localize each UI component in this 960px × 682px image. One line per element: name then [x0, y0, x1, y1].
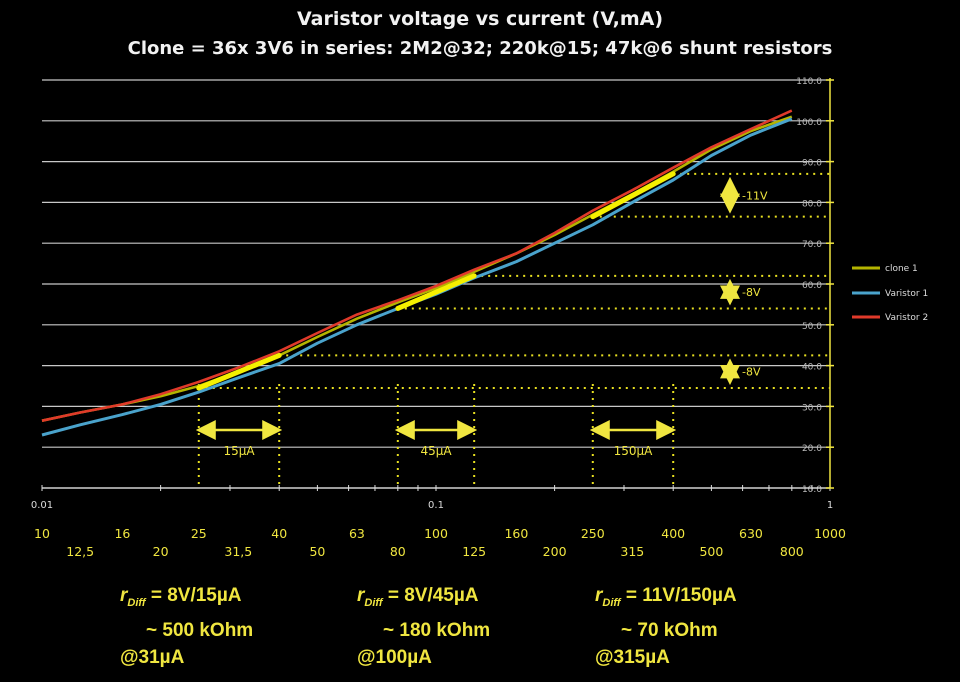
ua-tick-label: 50 [309, 544, 325, 559]
current-span-label: 150µA [614, 444, 654, 458]
y-tick-label: 100.0 [796, 118, 822, 128]
ua-tick-label: 800 [780, 544, 804, 559]
y-tick-label: 50.0 [802, 322, 822, 332]
ua-tick-label: 160 [504, 526, 528, 541]
ua-tick-label: 80 [390, 544, 406, 559]
chart-title: Varistor voltage vs current (V,mA) [296, 8, 664, 30]
legend-label: clone 1 [885, 264, 918, 274]
ua-tick-label: 1000 [814, 526, 846, 541]
x-tick-label: 0.1 [428, 500, 444, 511]
note-1-sub: Diff [127, 596, 146, 609]
y-tick-label: 40.0 [802, 363, 822, 373]
note-block-2: rDiff = 8V/45µA ~ 180 kOhm @100µA [357, 582, 490, 671]
ua-tick-label: 20 [153, 544, 169, 559]
ua-tick-label: 40 [271, 526, 287, 541]
ua-tick-label: 10 [34, 526, 50, 541]
note-2-eq: = 8V/45µA [382, 585, 479, 606]
ua-tick-label: 400 [661, 526, 685, 541]
highlight-segment [196, 352, 282, 391]
voltage-span-label: -8V [742, 366, 761, 379]
highlight-segment [395, 273, 477, 311]
note-1-line3: @31µA [120, 646, 185, 668]
legend-label: Varistor 2 [885, 313, 928, 323]
voltage-span-label: -8V [742, 286, 761, 299]
ua-tick-label: 630 [739, 526, 763, 541]
note-3-line3: @315µA [595, 646, 670, 668]
note-1-line2: ~ 500 kOhm [146, 619, 254, 641]
x-tick-label: 1 [827, 500, 833, 511]
x-tick-label: 0.01 [31, 500, 53, 511]
current-span-label: 45µA [420, 444, 452, 458]
note-2-line3: @100µA [357, 646, 432, 668]
y-tick-label: 90.0 [802, 159, 822, 169]
note-3-sub: Diff [602, 596, 621, 609]
ua-tick-label: 63 [349, 526, 365, 541]
y-tick-label: 110.0 [796, 77, 822, 87]
note-3-r: r [595, 585, 603, 606]
note-1-r: r [120, 585, 128, 606]
note-block-1: rDiff = 8V/15µA ~ 500 kOhm @31µA [120, 582, 253, 671]
note-block-3: rDiff = 11V/150µA ~ 70 kOhm @315µA [595, 582, 737, 671]
ua-tick-label: 315 [620, 544, 644, 559]
current-span-label: 15µA [223, 444, 255, 458]
y-tick-label: 20.0 [802, 444, 822, 454]
ua-tick-label: 200 [543, 544, 567, 559]
ua-tick-label: 12,5 [66, 544, 94, 559]
series-line-varistor-2 [41, 109, 793, 422]
voltage-span-label: -11V [742, 189, 768, 202]
note-1-eq: = 8V/15µA [145, 585, 242, 606]
ua-tick-label: 31,5 [224, 544, 252, 559]
y-tick-label: 60.0 [802, 281, 822, 291]
ua-tick-label: 500 [699, 544, 723, 559]
ua-tick-label: 125 [462, 544, 486, 559]
series-line-clone-1 [41, 115, 793, 422]
ua-tick-label: 100 [424, 526, 448, 541]
ua-tick-label: 250 [581, 526, 605, 541]
highlight-segment [590, 171, 676, 220]
note-3-eq: = 11V/150µA [620, 585, 737, 606]
chart-subtitle: Clone = 36x 3V6 in series: 2M2@32; 220k@… [127, 38, 833, 59]
y-tick-label: 70.0 [802, 240, 822, 250]
ua-tick-label: 25 [191, 526, 207, 541]
note-2-r: r [357, 585, 365, 606]
note-2-sub: Diff [364, 596, 383, 609]
legend-label: Varistor 1 [885, 289, 928, 299]
y-tick-label: 30.0 [802, 403, 822, 413]
note-2-line2: ~ 180 kOhm [383, 619, 491, 641]
note-3-line2: ~ 70 kOhm [621, 619, 718, 641]
y-tick-label: 80.0 [802, 199, 822, 209]
ua-tick-label: 16 [114, 526, 130, 541]
